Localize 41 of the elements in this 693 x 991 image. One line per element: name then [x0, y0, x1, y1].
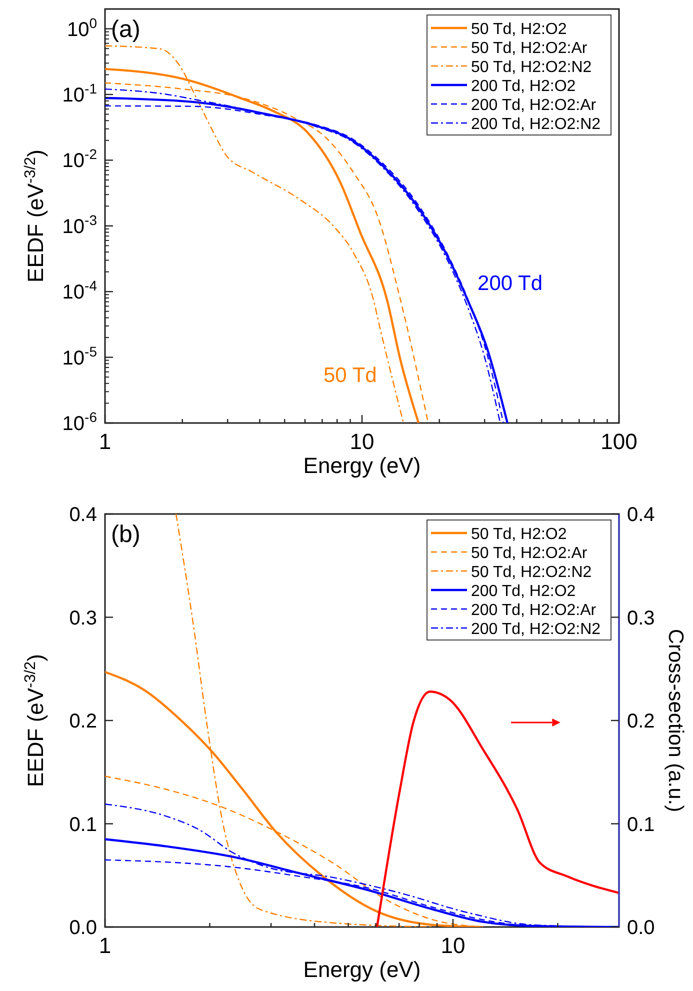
legend-label: 200 Td, H2:O2:N2	[471, 116, 601, 133]
legend-label: 200 Td, H2:O2:Ar	[471, 602, 597, 619]
y2-tick-label: 0.3	[627, 607, 655, 630]
y2-tick-label: 0.2	[627, 710, 655, 732]
legend-label: 50 Td, H2:O2:Ar	[471, 40, 588, 57]
y-tick-label: 10$^{-4}$	[62, 278, 98, 304]
y-tick-label: 10$^{-2}$	[62, 146, 98, 172]
legend-label: 50 Td, H2:O2:N2	[471, 59, 592, 76]
y-tick-label: 10$^{-6}$	[62, 409, 98, 435]
legend-label: 50 Td, H2:O2:N2	[471, 564, 592, 581]
y-tick-label: 0.2	[69, 710, 97, 732]
y-tick-label: 10$^{-5}$	[62, 343, 98, 370]
legend-label: 50 Td, H2:O2	[471, 21, 567, 38]
annotation: 200 Td	[478, 272, 543, 296]
legend-label: 200 Td, H2:O2:Ar	[471, 97, 597, 114]
legend-label: 200 Td, H2:O2:N2	[471, 621, 601, 638]
y-tick-label: 10$^{0}$	[66, 14, 98, 41]
legend-label: 200 Td, H2:O2	[471, 78, 576, 95]
legend-label: 50 Td, H2:O2:Ar	[471, 545, 588, 562]
y2-axis-title: Cross-section (a.u.)	[664, 628, 687, 812]
annotation: (a)	[111, 16, 140, 43]
x-axis-title: Energy (eV)	[303, 453, 421, 478]
x-tick-label: 100	[600, 429, 638, 454]
y-tick-label: 0.4	[69, 504, 97, 526]
x-tick-label: 10	[440, 933, 466, 958]
y-tick-label: 10$^{-3}$	[62, 212, 98, 238]
annotation: 50 Td	[324, 364, 377, 387]
y2-tick-label: 0.1	[627, 814, 655, 836]
y-tick-label: 0.0	[69, 917, 97, 939]
x-tick-label: 1	[98, 933, 112, 958]
legend-label: 200 Td, H2:O2	[471, 583, 576, 600]
y-tick-label: 10$^{-1}$	[62, 80, 98, 106]
y2-tick-label: 0.0	[627, 917, 655, 939]
x-tick-label: 1	[98, 429, 112, 454]
x-axis-title: Energy (eV)	[303, 957, 421, 982]
x-tick-label: 10	[350, 429, 374, 454]
y2-tick-label: 0.4	[627, 504, 655, 526]
annotation: (b)	[111, 521, 140, 548]
legend-label: 50 Td, H2:O2	[471, 526, 567, 543]
y-tick-label: 0.1	[69, 814, 97, 836]
y-tick-label: 0.3	[69, 607, 97, 630]
